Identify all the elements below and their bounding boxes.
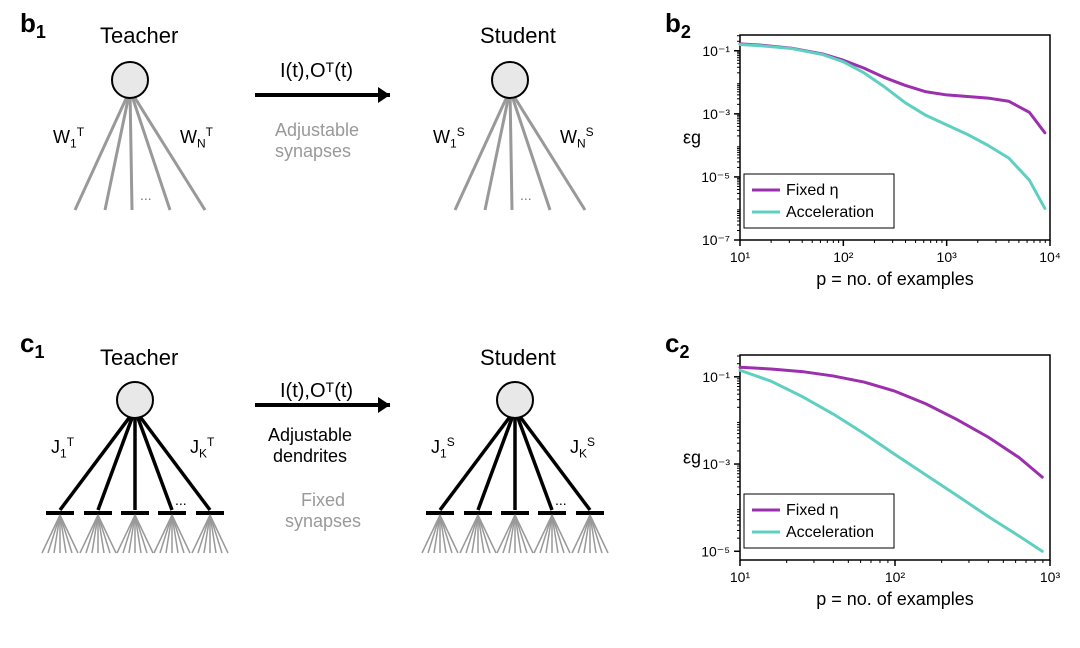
arrow-text-c1: I(t),Oᵀ(t) [280,380,353,403]
svg-text:10³: 10³ [1040,569,1061,585]
svg-text:10⁻⁵: 10⁻⁵ [701,543,730,559]
teacher-neuron-c1: ... [42,382,228,553]
panel-b2-chart: 10¹ 10² 10³ 10⁴ 10⁻⁷ 10⁻⁵ 10⁻³ 10⁻¹ εg p = no. of… [665,15,1065,295]
student-j1-c1: J1S [431,435,455,461]
student-neuron-c1: ... [422,382,608,553]
student-wn-b1: WNS [560,125,594,151]
student-w1-b1: W1S [433,125,465,151]
svg-text:10⁻¹: 10⁻¹ [702,43,730,59]
svg-text:10²: 10² [833,249,854,265]
svg-text:10⁻³: 10⁻³ [702,456,730,472]
svg-text:εg: εg [683,448,701,468]
svg-text:10⁻³: 10⁻³ [702,106,730,122]
svg-text:...: ... [175,492,187,508]
svg-text:...: ... [140,187,152,203]
teacher-title-b1: Teacher [100,23,178,49]
svg-text:Acceleration: Acceleration [786,524,874,541]
svg-text:10⁻⁷: 10⁻⁷ [702,232,730,248]
teacher-jk-c1: JKT [190,435,214,461]
panel-c1-diagram: ... ... [20,335,640,615]
teacher-w1-b1: W1T [53,125,84,151]
student-title-b1: Student [480,23,556,49]
teacher-j1-c1: J1T [51,435,74,461]
svg-text:10⁻¹: 10⁻¹ [702,369,730,385]
svg-text:Fixed η: Fixed η [786,502,838,519]
svg-text:Fixed η: Fixed η [786,182,838,199]
svg-text:10⁻⁵: 10⁻⁵ [701,169,730,185]
svg-text:10⁴: 10⁴ [1039,249,1061,265]
arrow-text-b1: I(t),Oᵀ(t) [280,60,353,83]
c1-teacher-synapse-fans [42,513,228,553]
teacher-title-c1: Teacher [100,345,178,371]
svg-text:Acceleration: Acceleration [786,204,874,221]
panel-c2-chart: 10¹ 10² 10³ 10⁻⁵ 10⁻³ 10⁻¹ εg p = no. of exampl… [665,335,1065,615]
svg-text:p = no. of examples: p = no. of examples [816,589,974,609]
student-title-c1: Student [480,345,556,371]
arrow-b1 [255,87,390,103]
svg-text:p = no. of examples: p = no. of examples [816,269,974,289]
svg-text:10²: 10² [885,569,906,585]
svg-text:10³: 10³ [937,249,958,265]
subtext1-c1: Adjustable dendrites [268,425,352,467]
svg-text:...: ... [555,492,567,508]
subtext2-c1: Fixed synapses [285,490,361,532]
teacher-wn-b1: WNT [180,125,213,151]
svg-text:εg: εg [683,128,701,148]
svg-text:10¹: 10¹ [730,249,751,265]
svg-text:...: ... [520,187,532,203]
subtext-b1: Adjustable synapses [275,120,359,162]
svg-text:10¹: 10¹ [730,569,751,585]
student-jk-c1: JKS [570,435,595,461]
c1-student-synapse-fans [422,513,608,553]
